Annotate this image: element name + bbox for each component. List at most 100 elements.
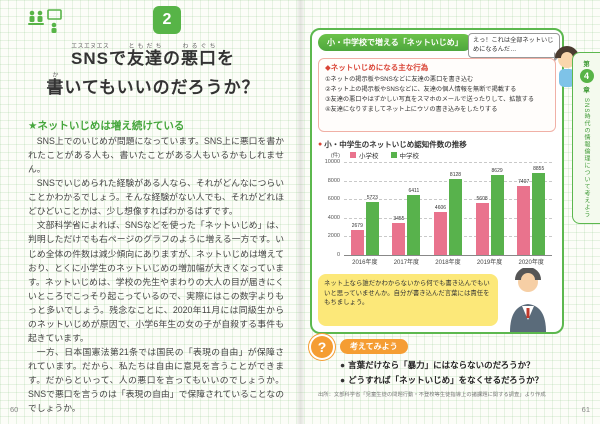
think-section-label: 考えてみよう [340, 339, 408, 354]
title-ruby: 友達ともだち [126, 44, 163, 68]
source-note: 出所：文部科学省「児童生徒の問題行動・不登校等生徒指導上の諸課題に関する調査」よ… [318, 392, 546, 398]
bar [532, 172, 546, 255]
title-line-2: 書かいてもいいのだろうか？ [46, 73, 260, 98]
y-tick-label: 8000 [327, 177, 340, 184]
bar-value-label: 8855 [533, 165, 545, 172]
acts-item: ②ネット上の掲示板やSNSなどに、友達の個人情報を無断で掲載する [325, 86, 517, 94]
title-ruby: 書か [46, 73, 65, 98]
bar [365, 201, 379, 255]
section-heading: ★ネットいじめは増え続けている [28, 120, 185, 132]
bar-wrapper: 7407 [517, 179, 531, 255]
x-tick-label: 2018年度 [435, 260, 461, 266]
chapter-suffix: 章 [583, 87, 590, 94]
body-paragraph: SNSでいじめられた経験がある人なら、それがどんなにつらいことかわかるでしょう。… [28, 178, 284, 217]
chart-unit-label: (件) [330, 153, 340, 159]
bar-value-label: 5723 [366, 194, 378, 201]
body-paragraph: 一方、日本国憲法第21条では国民の「表現の自由」が保障されています。だから、私た… [28, 346, 284, 414]
bar [433, 212, 447, 255]
list-bullet-icon: ● [340, 360, 346, 370]
panel-header: 小・中学校で増える「ネットいじめ」 [318, 34, 472, 51]
bar [490, 174, 504, 255]
chart-y-labels: 10000 8000 6000 4000 2000 0 [318, 159, 340, 258]
bar-wrapper: 6411 [407, 188, 421, 255]
bar-group: 5608 8629 [475, 167, 504, 255]
chart: 10000 8000 6000 4000 2000 0 2679 5723 3455 6411 4… [318, 159, 556, 268]
legend-swatch [390, 152, 397, 158]
bar [475, 202, 489, 255]
acts-list: ①ネットの掲示板やSNSなどに友達の悪口を書き込む ②ネット上の掲示板やSNSなど… [325, 75, 549, 115]
title-line-1: SNSエスエヌエスで友達ともだちの悪口わるぐちを [71, 44, 235, 68]
x-tick-label: 2016年度 [352, 260, 378, 266]
bar-wrapper: 5723 [365, 194, 379, 255]
bar-wrapper: 8128 [448, 172, 462, 255]
page-title: SNSエスエヌエスで友達ともだちの悪口わるぐちを 書かいてもいいのだろうか？ [12, 40, 294, 99]
bar-value-label: 3455 [393, 215, 405, 222]
title-ruby: 悪口わるぐち [180, 44, 217, 68]
bar-group: 3455 6411 [392, 188, 421, 255]
chapter-title: SNS時代の情報倫理について考えよう [583, 98, 589, 219]
think-item-text: どうすれば「ネットいじめ」をなくせるだろうか？ [348, 375, 544, 386]
body-paragraph: SNS上でのいじめが問題になっています。SNS上に悪口を書かれたことがある人も、… [28, 136, 284, 175]
bar-value-label: 8629 [491, 167, 503, 174]
bar-wrapper: 3455 [392, 215, 406, 255]
y-tick-label: 2000 [327, 233, 340, 240]
chart-plot: 2679 5723 3455 6411 4606 8128 5608 8629 7407 8855 [344, 162, 552, 256]
bar-value-label: 5608 [476, 195, 488, 202]
y-tick-label: 4000 [327, 214, 340, 221]
x-tick-label: 2019年度 [476, 260, 503, 266]
chapter-tab: 第 4 章 SNS時代の情報倫理について考えよう [572, 52, 600, 224]
think-item: ● どうすれば「ネットいじめ」をなくせるだろうか？ [340, 375, 566, 385]
bar-value-label: 7407 [518, 179, 530, 186]
body-paragraph: 文部科学省によれば、SNSなどを使った「ネットいじめ」は、判明しただけでも右ペー… [28, 220, 284, 343]
acts-box-title: ◆ネットいじめになる主な行為 [325, 63, 429, 72]
bar-group: 7407 8855 [517, 165, 546, 255]
think-item: ● 言葉だけなら「暴力」にはならないのだろうか？ [340, 360, 566, 370]
bar-group: 2679 5723 [350, 194, 379, 255]
legend-item: 中学校 [390, 150, 419, 160]
chart-x-labels: 2016年度 2017年度 2018年度 2019年度 2020年度 [344, 257, 552, 266]
legend-label: 小学校 [359, 153, 379, 160]
page-fold [297, 0, 304, 424]
bar [448, 179, 462, 255]
y-tick-label: 0 [336, 251, 340, 258]
bar-wrapper: 8855 [532, 165, 546, 255]
question-icon: ? [311, 336, 333, 358]
chapter-prefix: 第 [583, 61, 590, 68]
bar-value-label: 6411 [408, 188, 420, 195]
legend-item: 小学校 [350, 150, 379, 160]
gridline [344, 180, 552, 182]
title-ruby: SNSエスエヌエス [71, 44, 109, 68]
think-item-text: 言葉だけなら「暴力」にはならないのだろうか？ [348, 360, 535, 370]
y-tick-label: 10000 [324, 159, 340, 165]
body-text: SNS上でのいじめが問題になっています。SNS上に悪口を書かれたことがある人も、… [28, 134, 284, 415]
acts-item: ④友達になりすましてネット上にウソの書き込みをしたりする [325, 106, 498, 114]
gridline [344, 162, 552, 163]
bar-value-label: 2679 [351, 223, 363, 230]
bar-wrapper: 8629 [490, 167, 504, 255]
bar-value-label: 8128 [449, 172, 462, 179]
note-box: ネット上なら誰だかわからないから何でも書き込んでもいいと思っていませんか。自分が… [318, 274, 498, 326]
bar [407, 195, 421, 255]
acts-item: ③友達の悪口やはずかしい写真をスマホのメールで送ったりして、拡散する [325, 96, 535, 104]
speech-bubble: えっ！これは全部ネットいじめになるんだ… [468, 33, 560, 63]
list-bullet-icon: ● [340, 375, 346, 386]
page-number-right: 61 [581, 405, 590, 414]
think-list: ● 言葉だけなら「暴力」にはならないのだろうか？ ● どうすれば「ネットいじめ」をなく… [340, 360, 566, 390]
gridline [344, 236, 552, 238]
page-number-left: 60 [10, 405, 19, 414]
bar [392, 222, 406, 255]
red-bullet-icon: ● [318, 141, 323, 148]
x-tick-label: 2017年度 [393, 260, 420, 266]
man-character-icon [510, 268, 546, 332]
bar-wrapper: 5608 [475, 195, 489, 255]
acts-item: ①ネットの掲示板やSNSなどに友達の悪口を書き込む [325, 76, 474, 83]
acts-box: ◆ネットいじめになる主な行為 ①ネットの掲示板やSNSなどに友達の悪口を書き込む… [318, 58, 556, 132]
chart-groups: 2679 5723 3455 6411 4606 8128 5608 8629 7407 8855 [344, 162, 552, 255]
x-tick-label: 2020年度 [518, 260, 544, 266]
lesson-number-badge: 2 [153, 6, 181, 34]
bar [517, 186, 531, 255]
gridline [344, 217, 552, 219]
chart-title-text: 小・中学生のネットいじめ認知件数の推移 [324, 140, 467, 149]
bar-value-label: 4606 [434, 205, 447, 212]
